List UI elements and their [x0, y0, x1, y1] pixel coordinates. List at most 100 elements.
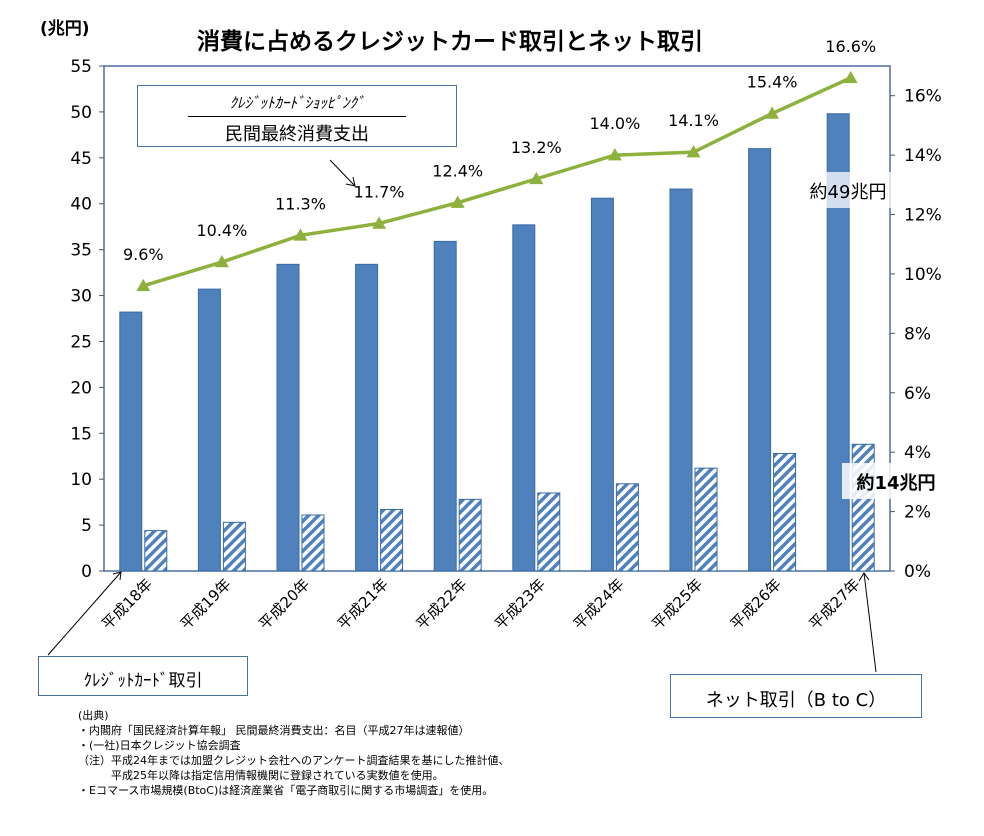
ratio-data-label: 15.4% [747, 73, 798, 92]
net-legend-label: ネット取引（B to C） [705, 690, 887, 711]
y-left-tick-label: 55 [70, 57, 92, 77]
ratio-data-label: 16.6% [825, 37, 876, 56]
ratio-line-path [142, 76, 852, 288]
y-left-tick-label: 40 [70, 195, 92, 215]
net-transaction-bar [537, 492, 561, 572]
credit-callout-arrow [47, 571, 122, 656]
notes-line: ・内閣府「国民経済計算年報」 民間最終消費支出：名目（平成27年は速報値） [78, 724, 470, 737]
net-callout-arrowhead [858, 572, 870, 582]
x-category-label: 平成18年 [98, 575, 156, 633]
ratio-data-label: 14.0% [589, 114, 640, 133]
credit-card-bar [512, 224, 536, 572]
y-right-tick-label: 14% [904, 146, 942, 166]
y-left-tick-label: 5 [81, 516, 92, 536]
ratio-legend-numerator: ｸﾚｼﾞｯﾄｶｰﾄﾞｼｮｯﾋﾟﾝｸﾞ [229, 94, 365, 112]
ratio-point [214, 255, 229, 268]
ratio-data-label: 9.6% [123, 245, 164, 264]
ratio-data-label: 14.1% [668, 111, 719, 130]
plot-area-border [103, 65, 891, 572]
ratio-data-label: 11.3% [275, 194, 326, 213]
y-left-tick-label: 10 [70, 470, 92, 490]
credit-card-bar [119, 311, 143, 572]
ratio-line: 9.6% 10.4% 11.3% 11.7% 12.4% 13.2% 14.0% 14.1% 1… [123, 37, 876, 292]
x-category-label: 平成20年 [255, 575, 313, 633]
x-category-label: 平成21年 [334, 575, 392, 633]
plot-frame [103, 65, 891, 572]
y-left-tick-label: 25 [70, 332, 92, 352]
credit-card-bar [590, 197, 614, 572]
notes-line: 平成25年以降は指定信用情報機関に登録されている実数値を使用。 [78, 769, 444, 782]
notes-line: （注）平成24年までは加盟クレジット会社へのアンケート調査結果を基にした推計値、 [78, 754, 510, 767]
net-transaction-bar [458, 498, 482, 572]
ratio-point [136, 278, 151, 292]
ratio-point [686, 145, 701, 158]
net-legend-box: ネット取引（B to C） [670, 674, 922, 718]
x-category-label: 平成26年 [727, 575, 785, 633]
net-callout-arrow [863, 572, 877, 673]
net-transaction-bar [694, 467, 718, 572]
ratio-data-label: 10.4% [196, 221, 247, 240]
y-right-tick-label: 10% [904, 265, 942, 285]
x-category-label: 平成22年 [412, 575, 470, 633]
net-transaction-bar [615, 483, 639, 572]
credit-card-bar [276, 263, 300, 572]
credit-card-bar [433, 240, 457, 572]
credit-legend-label: ｸﾚｼﾞｯﾄｶｰﾄﾞ取引 [83, 671, 203, 691]
approx-14-label: 約14兆円 [856, 472, 935, 494]
credit-card-bar [826, 113, 850, 572]
y-left-tick-label: 35 [70, 241, 92, 261]
credit-card-bar [197, 288, 221, 572]
source-notes: (出典) ・内閣府「国民経済計算年報」 民間最終消費支出：名目（平成27年は速報… [78, 708, 798, 798]
y-right-tick-label: 12% [904, 206, 942, 226]
y-axis-unit: (兆円) [40, 19, 90, 39]
ratio-point [765, 106, 780, 119]
bars [119, 113, 875, 572]
y-right-tick-label: 6% [904, 384, 931, 404]
ratio-legend-denominator: 民間最終消費支出 [225, 124, 369, 145]
net-transaction-bar [222, 521, 246, 572]
y-left-tick-label: 20 [70, 378, 92, 398]
net-transaction-bar [301, 514, 325, 572]
credit-card-bar [748, 148, 772, 572]
y-left-tick-label: 15 [70, 424, 92, 444]
net-transaction-bar [773, 452, 797, 572]
annotations: 約49兆円 約14兆円 [47, 159, 950, 673]
y-right-tick-label: 8% [904, 324, 931, 344]
approx-14-bg [842, 463, 950, 499]
notes-line: ・(一社)日本クレジット協会調査 [78, 739, 241, 752]
y-left-tick-label: 50 [70, 103, 92, 123]
ratio-data-label: 12.4% [432, 162, 483, 181]
net-transaction-bar [380, 508, 404, 572]
x-category-label: 平成24年 [570, 575, 628, 633]
x-category-label: 平成27年 [805, 575, 863, 633]
approx-49-label: 約49兆円 [810, 182, 887, 203]
x-category-label: 平成19年 [177, 575, 235, 633]
y-right-tick-label: 2% [904, 503, 931, 523]
ratio-point [607, 148, 622, 161]
y-left-tick-label: 45 [70, 149, 92, 169]
x-category-label: 平成25年 [648, 575, 706, 633]
ratio-point [529, 171, 544, 185]
ratio-legend-box: ｸﾚｼﾞｯﾄｶｰﾄﾞｼｮｯﾋﾟﾝｸﾞ 民間最終消費支出 [137, 85, 457, 147]
notes-line: ・Eコマース市場規模(BtoC)は経済産業省「電子商取引に関する市場調査」を使用… [78, 784, 494, 797]
x-category-label: 平成23年 [491, 575, 549, 633]
chart-title: 消費に占めるクレジットカード取引とネット取引 [197, 29, 703, 55]
ratio-point [372, 216, 387, 229]
ratio-point [293, 228, 308, 241]
ratio-callout-arrowhead [345, 176, 356, 187]
ratio-point [450, 195, 465, 208]
credit-callout-arrowhead [112, 571, 122, 581]
y-right-tick-label: 0% [904, 562, 931, 582]
ratio-legend-divider [188, 116, 406, 117]
credit-card-bar [355, 263, 379, 572]
credit-legend-box: ｸﾚｼﾞｯﾄｶｰﾄﾞ取引 [38, 656, 248, 696]
y-left-tick-label: 0 [81, 562, 92, 582]
y-right-tick-label: 16% [904, 87, 942, 107]
net-transaction-bar [144, 530, 168, 572]
ratio-point [843, 70, 858, 84]
y-right-tick-label: 4% [904, 443, 931, 463]
approx-49-bg [796, 172, 900, 208]
y-left-tick-label: 30 [70, 287, 92, 307]
ratio-data-label: 11.7% [354, 182, 405, 201]
